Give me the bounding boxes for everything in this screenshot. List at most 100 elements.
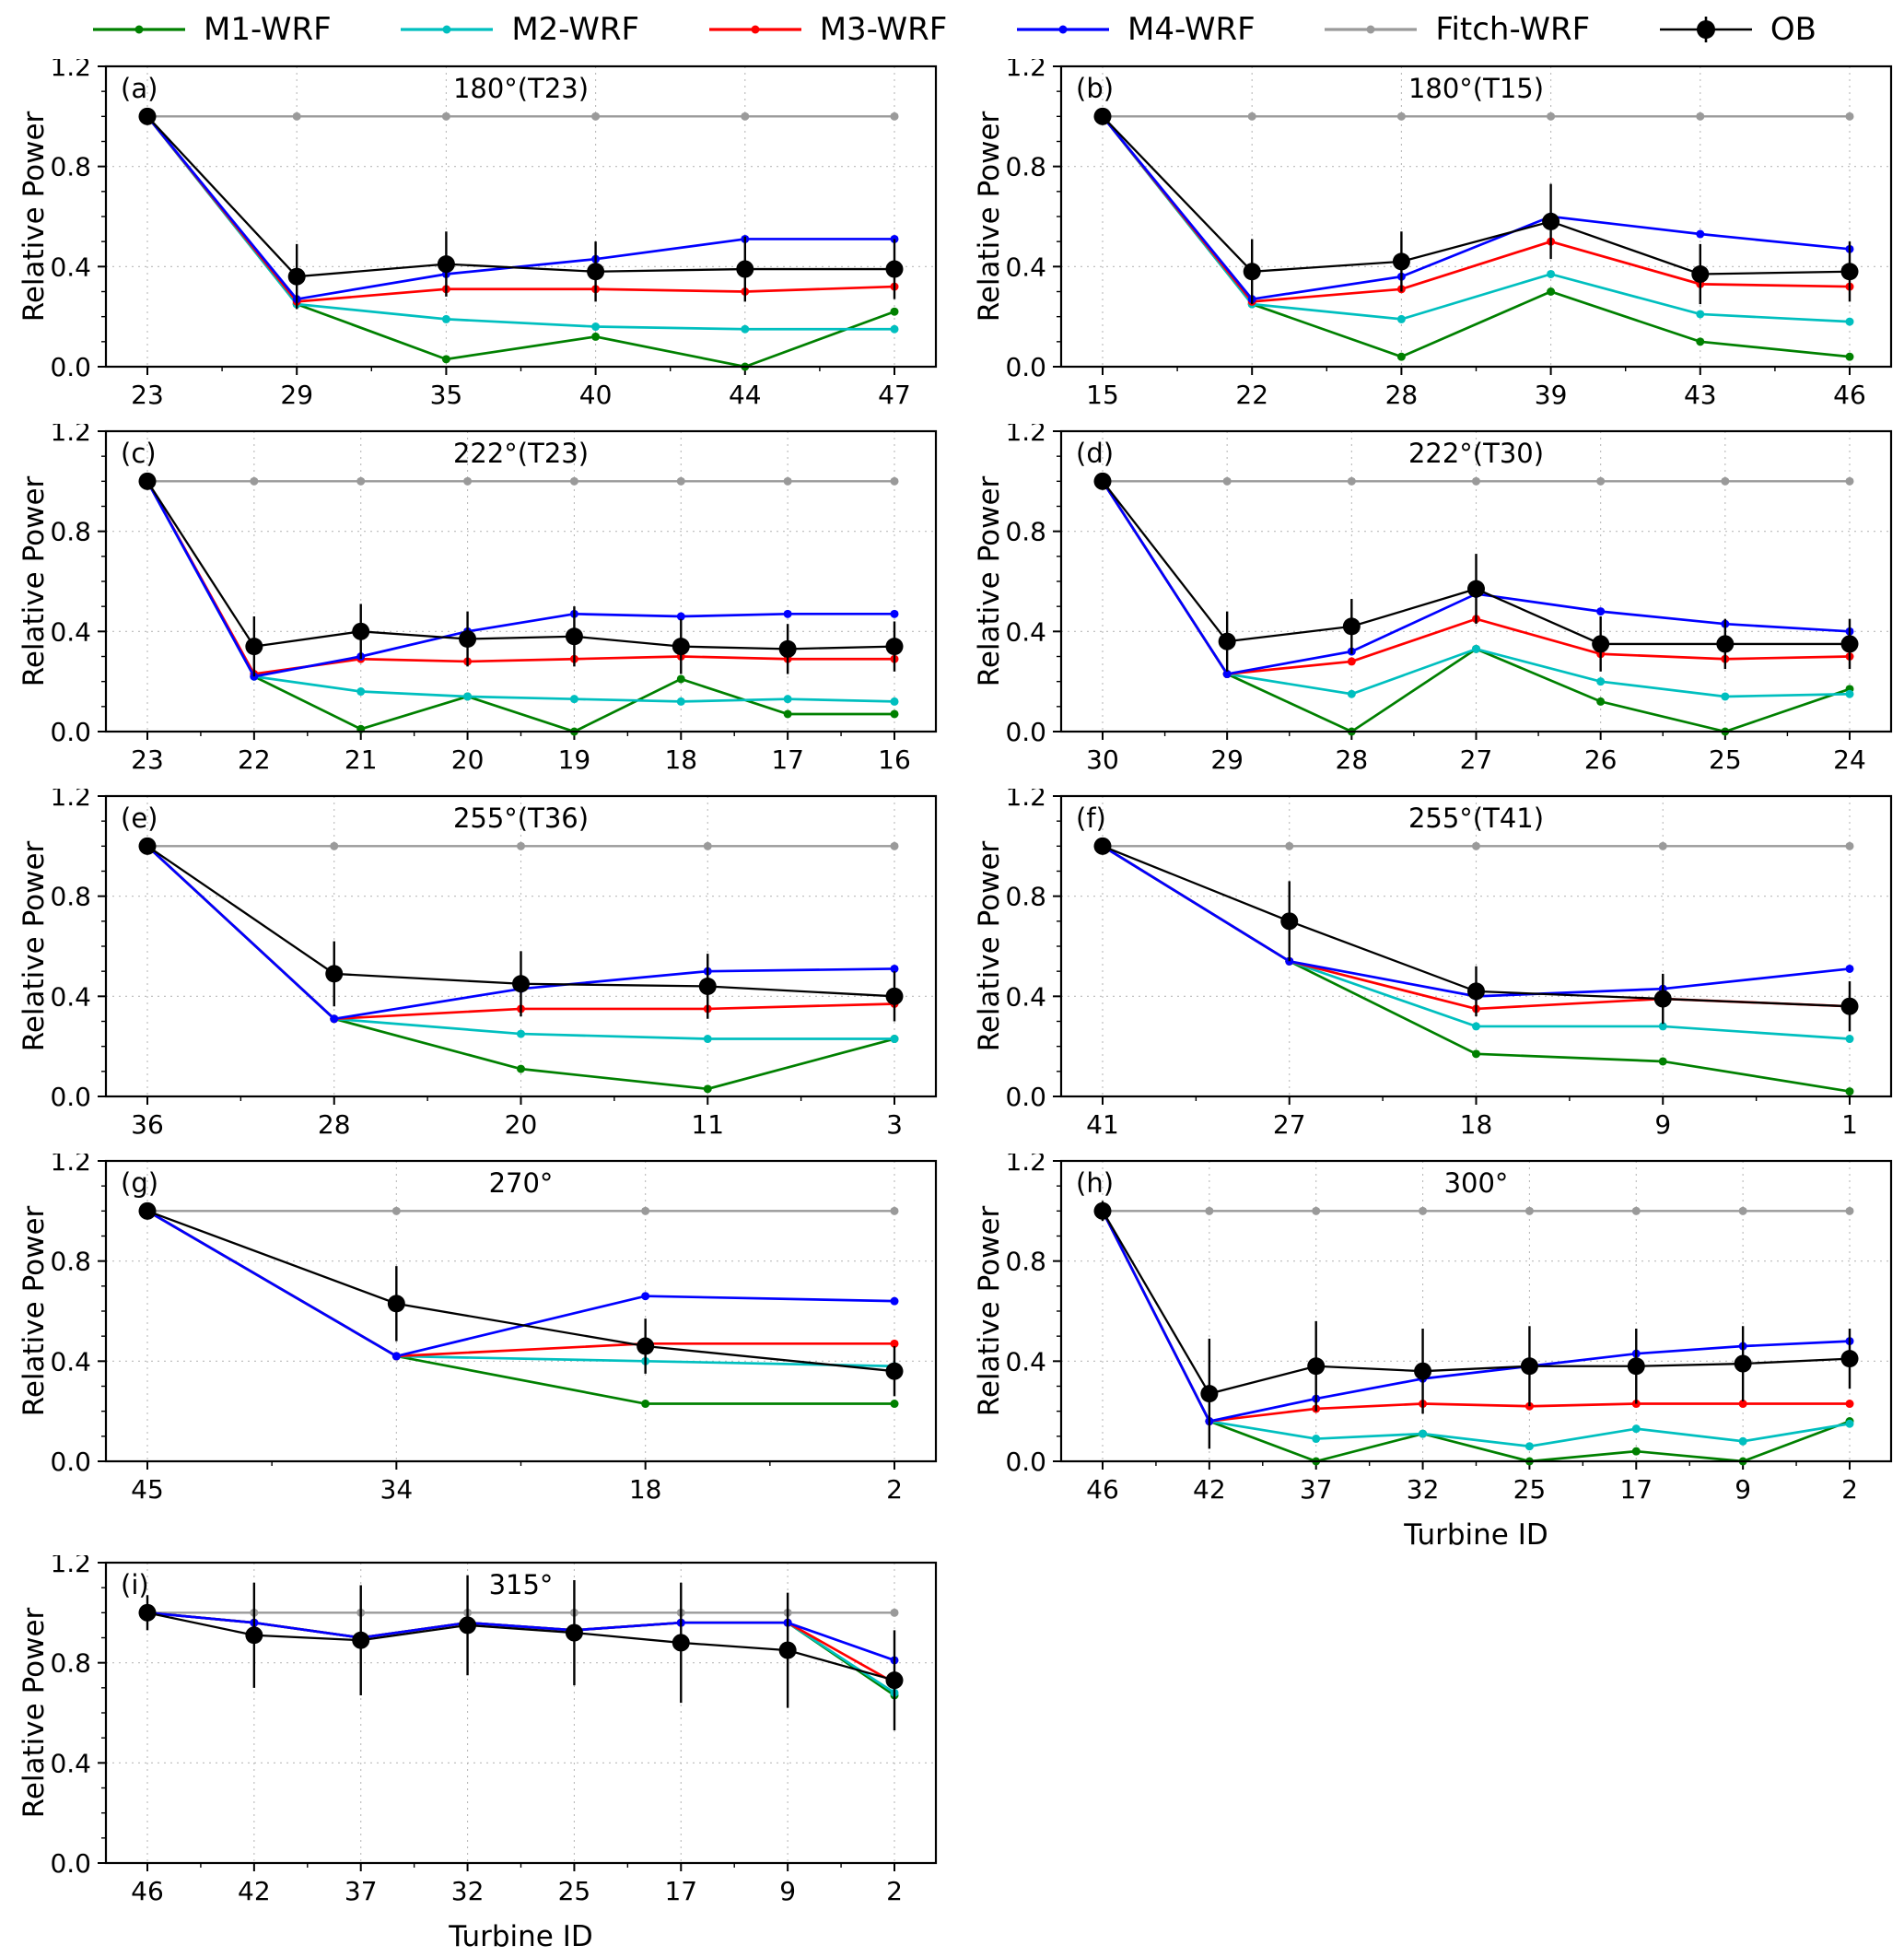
svg-text:0.4: 0.4 [50,981,91,1012]
series-fitch-wrf [143,476,899,486]
svg-text:16: 16 [878,744,911,775]
svg-text:0.0: 0.0 [50,1447,91,1477]
svg-text:0.4: 0.4 [1005,981,1046,1012]
svg-text:0.0: 0.0 [1005,1447,1046,1477]
svg-text:25: 25 [558,1876,591,1906]
svg-text:40: 40 [579,380,613,410]
svg-text:45: 45 [131,1474,164,1505]
series-fitch-wrf [143,841,899,850]
svg-text:270°: 270° [489,1167,554,1199]
panel-e: 0.0 0.4 0.8 1.2 36 28 20 11 3 (e) 255°(T36) Relativ… [18,781,949,1154]
chart-g: 0.0 0.4 0.8 1.2 45 34 18 2 (g) 270° Relative Power [18,1146,938,1505]
series-m3-wrf [143,1206,899,1361]
svg-text:28: 28 [1336,744,1369,775]
svg-text:300°: 300° [1444,1167,1509,1199]
series-m1-wrf [1098,1206,1854,1466]
svg-text:0.8: 0.8 [50,517,91,547]
svg-text:180°(T23): 180°(T23) [453,73,589,104]
svg-text:1.2: 1.2 [50,59,91,82]
svg-text:0.0: 0.0 [50,1848,91,1879]
panel-i: 0.0 0.4 0.8 1.2 46 42 37 32 25 17 9 2 (i) 315° Relativ… [18,1548,949,1957]
legend-label: M4-WRF [1127,11,1256,48]
svg-text:0.8: 0.8 [50,882,91,912]
svg-text:(h): (h) [1076,1167,1114,1199]
svg-text:23: 23 [131,744,164,775]
svg-text:41: 41 [1086,1109,1119,1140]
svg-text:1: 1 [1841,1109,1858,1140]
svg-text:3: 3 [886,1109,903,1140]
series-ob [138,1575,904,1731]
series-fitch-wrf [143,1608,899,1617]
svg-text:9: 9 [779,1876,796,1906]
svg-text:23: 23 [131,380,164,410]
series-m3-wrf [1098,111,1854,306]
svg-text:255°(T36): 255°(T36) [453,803,589,834]
svg-text:Relative Power: Relative Power [974,111,1006,322]
svg-text:180°(T15): 180°(T15) [1408,73,1544,104]
panel-f: 0.0 0.4 0.8 1.2 41 27 18 9 1 (f) 255°(T41) Relative… [973,781,1904,1154]
series-ob [138,1201,904,1397]
svg-text:0.4: 0.4 [1005,1346,1046,1377]
chart-f: 0.0 0.4 0.8 1.2 41 27 18 9 1 (f) 255°(T41) Relative… [973,781,1893,1140]
legend-label: M2-WRF [511,11,639,48]
svg-text:27: 27 [1273,1109,1306,1140]
svg-text:(g): (g) [121,1167,158,1199]
svg-text:Relative Power: Relative Power [18,1205,51,1416]
svg-text:44: 44 [729,380,762,410]
svg-text:0.8: 0.8 [1005,517,1046,547]
svg-text:36: 36 [131,1109,164,1140]
svg-text:0.8: 0.8 [50,1648,91,1679]
chart-h: 0.0 0.4 0.8 1.2 46 42 37 32 25 17 9 2 (h) 300° Relativ… [973,1146,1893,1552]
series-m2-wrf [1098,111,1854,326]
svg-text:2: 2 [886,1876,903,1906]
svg-text:1.2: 1.2 [50,1154,91,1177]
svg-text:0.4: 0.4 [50,252,91,282]
svg-text:0.0: 0.0 [50,717,91,747]
panel-d: 0.0 0.4 0.8 1.2 30 29 28 27 26 25 24 (d) 222°(T30) Re… [973,416,1904,789]
svg-text:Relative Power: Relative Power [974,475,1006,686]
svg-text:1.2: 1.2 [1005,1154,1046,1177]
svg-text:(d): (d) [1076,438,1114,469]
legend-item-m1-wrf: M1-WRF [88,11,332,48]
series-m4-wrf [143,111,899,304]
chart-d: 0.0 0.4 0.8 1.2 30 29 28 27 26 25 24 (d) 222°(T30) Re… [973,416,1893,775]
panel-b: 0.0 0.4 0.8 1.2 15 22 28 39 43 46 (b) 180°(T15) Rela… [973,52,1904,424]
svg-text:1.2: 1.2 [1005,424,1046,447]
series-m2-wrf [143,476,899,706]
svg-text:17: 17 [1619,1474,1653,1505]
svg-text:17: 17 [664,1876,697,1906]
svg-text:24: 24 [1833,744,1866,775]
series-m4-wrf [143,1206,899,1361]
panel-empty [974,1555,1904,1957]
svg-text:42: 42 [238,1876,271,1906]
svg-text:Turbine ID: Turbine ID [1403,1518,1548,1552]
series-fitch-wrf [143,111,899,121]
svg-text:37: 37 [345,1876,378,1906]
legend-label: M3-WRF [819,11,948,48]
chart-c: 0.0 0.4 0.8 1.2 23 22 21 20 19 18 17 16 (c) 222°(T23)… [18,416,938,775]
svg-text:17: 17 [771,744,804,775]
svg-text:(i): (i) [121,1569,149,1600]
svg-text:18: 18 [664,744,697,775]
series-ob [1093,107,1859,305]
svg-text:18: 18 [629,1474,662,1505]
svg-text:1.2: 1.2 [1005,789,1046,812]
series-ob [138,472,904,677]
legend-label: Fitch-WRF [1435,11,1591,48]
svg-text:46: 46 [1833,380,1866,410]
svg-text:0.8: 0.8 [1005,882,1046,912]
svg-text:315°: 315° [489,1569,554,1600]
panel-h: 0.0 0.4 0.8 1.2 46 42 37 32 25 17 9 2 (h) 300° Relativ… [973,1146,1904,1555]
svg-text:0.4: 0.4 [1005,616,1046,647]
series-m4-wrf [1098,111,1854,304]
svg-text:0.8: 0.8 [1005,1247,1046,1277]
legend-item-ob: OB [1654,11,1816,48]
svg-text:(e): (e) [121,803,158,834]
svg-text:1.2: 1.2 [1005,59,1046,82]
m1-wrf-legend-marker [93,25,185,34]
panel-a: 0.0 0.4 0.8 1.2 23 29 35 40 44 47 (a) 180°(T23) Rela… [18,52,949,424]
svg-text:26: 26 [1584,744,1618,775]
svg-text:1.2: 1.2 [50,1555,91,1578]
svg-text:0.8: 0.8 [50,1247,91,1277]
